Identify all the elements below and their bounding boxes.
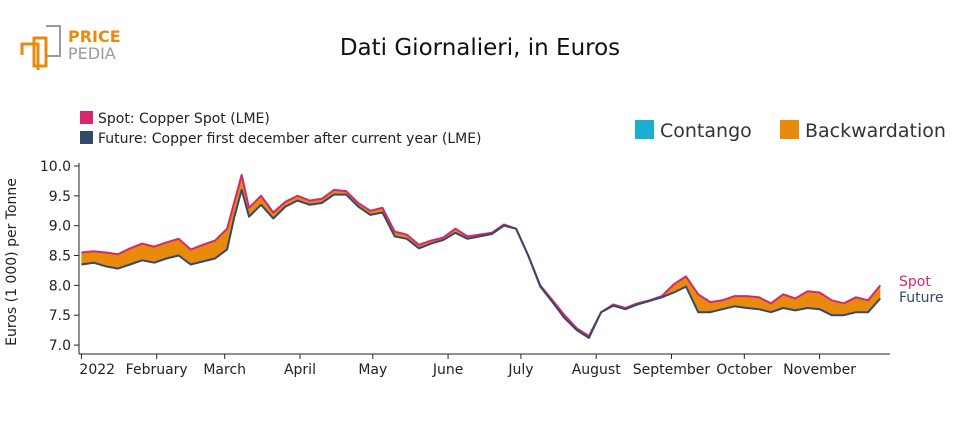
y-axis-label: Euros (1 000) per Tonne xyxy=(4,178,20,346)
x-tick-label: March xyxy=(203,362,246,378)
future-line xyxy=(81,188,882,339)
y-tick-label: 9.5 xyxy=(49,189,71,205)
legend-swatch-future xyxy=(80,131,93,144)
y-tick-label: 9.0 xyxy=(49,219,71,235)
x-tick-label: May xyxy=(358,362,387,378)
legend-swatch-spot xyxy=(80,111,93,124)
y-ticks: 7.0 7.5 8.0 8.5 9.0 9.5 10.0 xyxy=(40,159,79,354)
x-tick-label: April xyxy=(284,362,316,378)
logo-text-price: PRICE xyxy=(68,27,121,46)
pricepedia-logo: PRICE PEDIA xyxy=(20,25,121,70)
end-label-spot: Spot xyxy=(899,274,931,290)
plot-area xyxy=(81,173,882,339)
x-ticks: 2022 February March April May June July August S… xyxy=(79,354,856,378)
x-tick-label: July xyxy=(507,362,533,378)
y-tick-label: 8.0 xyxy=(49,278,71,294)
logo-mark-back xyxy=(32,36,48,68)
y-tick-label: 10.0 xyxy=(40,159,71,175)
x-tick-label: June xyxy=(432,362,464,378)
end-label-future: Future xyxy=(899,290,944,306)
legend-label-future: Future: Copper first december after curr… xyxy=(98,131,482,147)
series-legend: Spot: Copper Spot (LME) Future: Copper f… xyxy=(80,111,482,147)
y-tick-label: 7.5 xyxy=(49,308,71,324)
spot-line xyxy=(81,173,882,338)
logo-mark-gray xyxy=(46,25,61,57)
legend-label-contango: Contango xyxy=(660,120,752,142)
fill-legend: Contango Backwardation xyxy=(635,120,946,142)
logo-text-pedia: PEDIA xyxy=(68,44,116,63)
x-tick-label: August xyxy=(572,362,622,378)
x-tick-label: September xyxy=(633,362,711,378)
x-tick-label: February xyxy=(126,362,188,378)
y-tick-label: 8.5 xyxy=(49,249,71,265)
logo-mark-front xyxy=(20,42,40,70)
legend-swatch-contango xyxy=(635,120,654,139)
chart-title: Dati Giornalieri, in Euros xyxy=(340,35,620,61)
legend-label-backwardation: Backwardation xyxy=(805,120,946,142)
x-tick-label: November xyxy=(783,362,856,378)
x-tick-label: 2022 xyxy=(79,362,115,378)
backwardation-area xyxy=(81,174,881,338)
y-tick-label: 7.0 xyxy=(49,338,71,354)
x-tick-label: October xyxy=(716,362,772,378)
legend-label-spot: Spot: Copper Spot (LME) xyxy=(98,111,270,127)
legend-swatch-backwardation xyxy=(780,120,799,139)
